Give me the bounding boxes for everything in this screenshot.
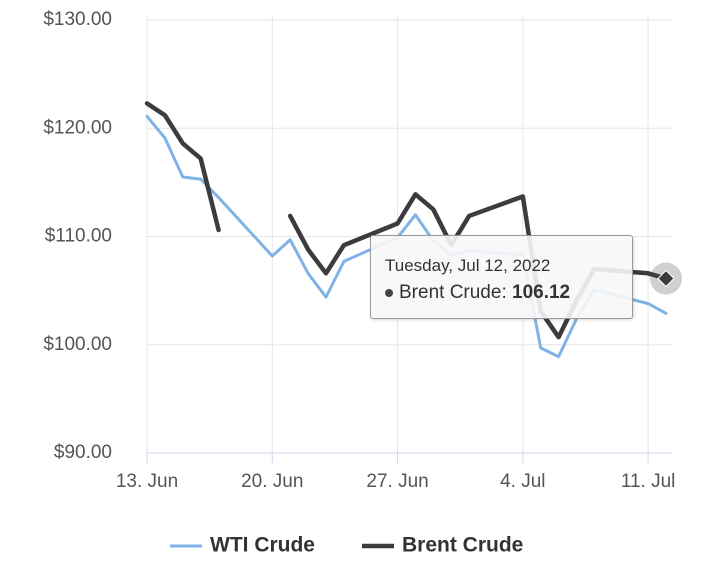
legend-label: Brent Crude (402, 534, 523, 557)
tooltip-value: 106.12 (512, 282, 571, 303)
tooltip-label: Brent Crude: (399, 282, 507, 303)
point-marker (657, 269, 675, 288)
tooltip-date: Tuesday, Jul 12, 2022 (385, 256, 551, 275)
y-tick-label: $100.00 (43, 334, 112, 355)
x-tick-label: 4. Jul (500, 471, 545, 492)
x-tick-label: 13. Jun (116, 471, 178, 492)
y-tick-label: $120.00 (43, 117, 112, 138)
x-tick-label: 27. Jun (366, 471, 428, 492)
series-line (144, 101, 221, 233)
y-tick-label: $130.00 (43, 9, 112, 30)
x-tick-label: 20. Jun (241, 471, 303, 492)
tooltip: Tuesday, Jul 12, 2022 Brent Crude: 106.1… (370, 235, 633, 319)
x-tick-label: 11. Jul (621, 471, 676, 492)
y-tick-label: $90.00 (54, 442, 112, 463)
legend-label: WTI Crude (210, 534, 315, 557)
tooltip-dot (385, 288, 393, 297)
y-tick-label: $110.00 (45, 226, 112, 247)
tooltip-row: Brent Crude: 106.12 (385, 282, 570, 303)
